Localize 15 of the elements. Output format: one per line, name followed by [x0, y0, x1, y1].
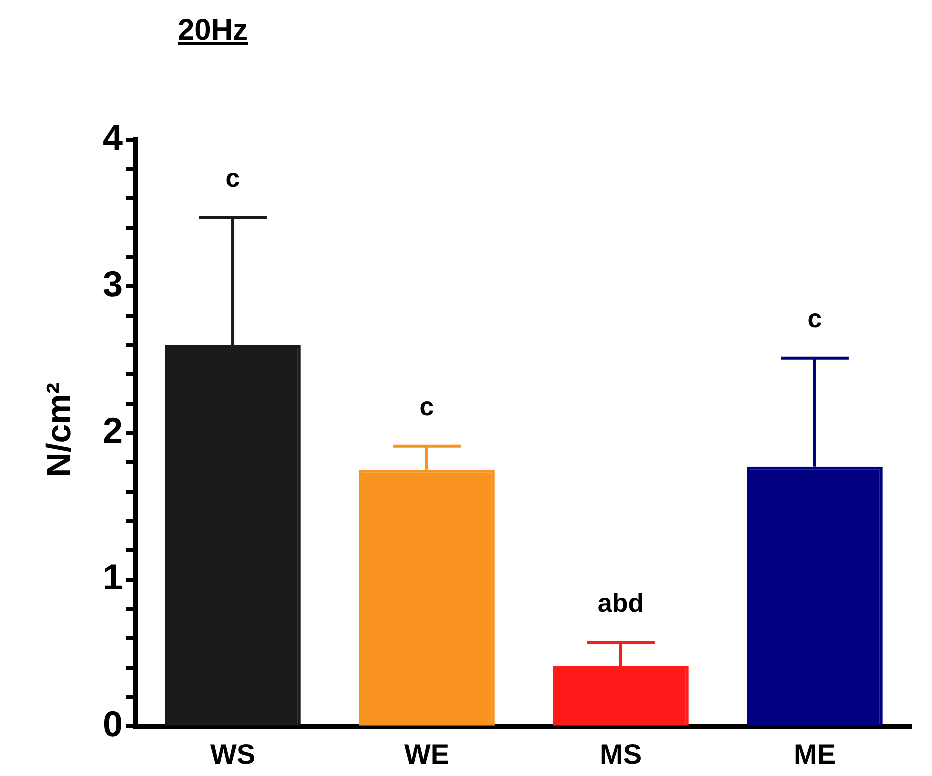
annotation: c	[226, 162, 240, 193]
y-tick-label: 1	[102, 556, 124, 598]
x-tick-label: WE	[404, 738, 450, 770]
y-tick-label: 0	[102, 703, 124, 744]
y-tick-label: 2	[102, 410, 124, 452]
x-tick-label: WS	[210, 738, 256, 770]
y-axis-title: N/cm²	[40, 382, 80, 480]
y-tick-label: 3	[102, 264, 124, 305]
x-tick-label: MS	[600, 738, 642, 770]
annotation: c	[420, 392, 434, 422]
y-tick-label: 4	[102, 116, 124, 158]
x-tick-label: ME	[794, 738, 836, 770]
chart-title: 20Hz	[178, 14, 248, 48]
annotation: abd	[598, 588, 644, 618]
annotation: c	[808, 304, 822, 334]
